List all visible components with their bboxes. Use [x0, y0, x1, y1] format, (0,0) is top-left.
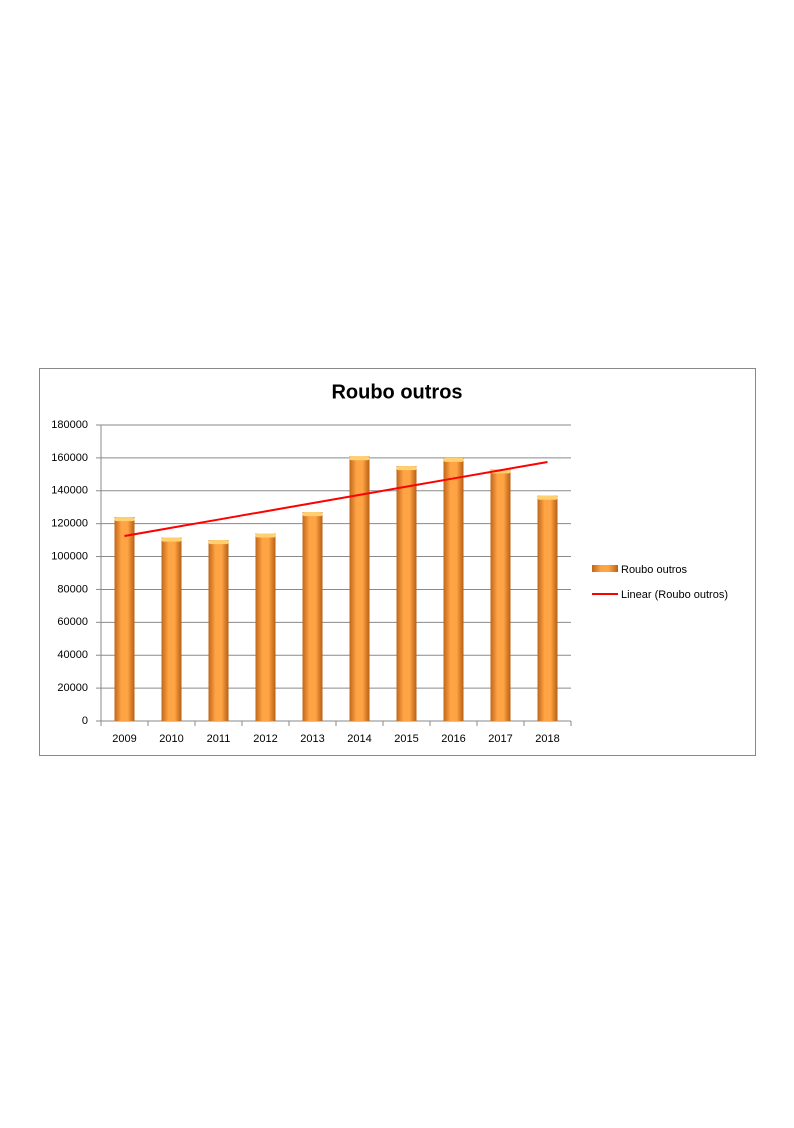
legend-label: Linear (Roubo outros) [621, 589, 728, 601]
bar-cap [255, 533, 276, 538]
bar-cap [302, 512, 323, 517]
bar [490, 469, 511, 721]
y-tick-label: 160000 [51, 452, 88, 464]
bar [396, 466, 417, 721]
y-tick-label: 100000 [51, 550, 88, 562]
y-tick-label: 0 [82, 715, 88, 727]
bar-cap [537, 495, 558, 500]
y-tick-label: 140000 [51, 485, 88, 497]
y-tick-label: 180000 [51, 419, 88, 431]
bar-cap [396, 466, 417, 471]
x-tick-label: 2012 [253, 733, 277, 745]
legend-label: Roubo outros [621, 564, 688, 576]
chart-title: Roubo outros [331, 381, 462, 403]
bar [114, 517, 135, 721]
y-tick-label: 80000 [57, 583, 88, 595]
y-tick-label: 20000 [57, 682, 88, 694]
x-tick-label: 2010 [159, 733, 183, 745]
x-tick-label: 2015 [394, 733, 418, 745]
bar-cap [161, 537, 182, 542]
bar [161, 537, 182, 721]
trendline [124, 461, 548, 537]
bar-cap [443, 457, 464, 462]
y-tick-label: 120000 [51, 518, 88, 530]
legend-swatch [592, 565, 618, 572]
bar [255, 533, 276, 721]
x-tick-label: 2014 [347, 733, 371, 745]
y-tick-label: 60000 [57, 616, 88, 628]
bar-cap [349, 456, 370, 461]
bar [443, 457, 464, 721]
bar [302, 512, 323, 721]
bar-cap [208, 540, 229, 545]
x-tick-label: 2016 [441, 733, 465, 745]
y-tick-label: 40000 [57, 649, 88, 661]
x-tick-label: 2018 [535, 733, 559, 745]
bar-cap [114, 517, 135, 522]
x-tick-label: 2013 [300, 733, 324, 745]
bar [349, 456, 370, 721]
x-tick-label: 2011 [207, 733, 231, 745]
bar [208, 540, 229, 721]
bar [537, 495, 558, 721]
x-tick-label: 2009 [112, 733, 136, 745]
x-tick-label: 2017 [488, 733, 512, 745]
